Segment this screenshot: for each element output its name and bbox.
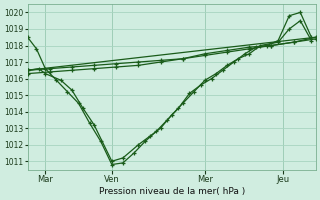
X-axis label: Pression niveau de la mer( hPa ): Pression niveau de la mer( hPa )	[99, 187, 245, 196]
